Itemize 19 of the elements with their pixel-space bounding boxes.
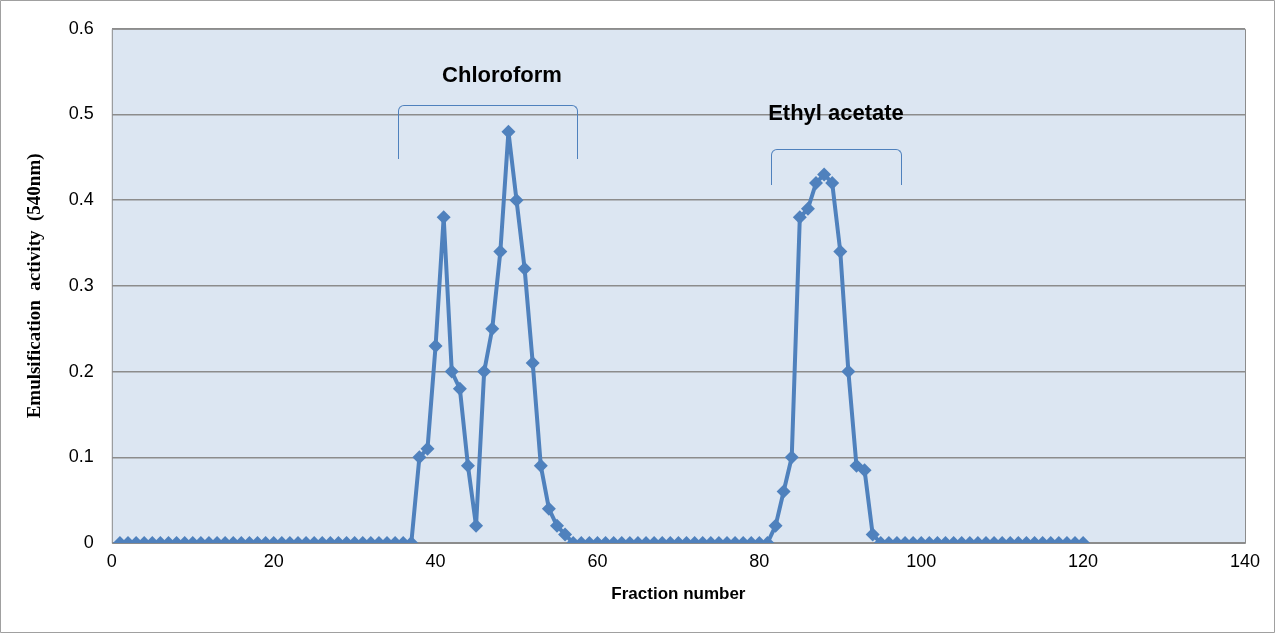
annotation: Ethyl acetate xyxy=(768,100,904,125)
y-axis-title: Emulsification activity (540nm) xyxy=(23,153,46,419)
x-tick-label: 40 xyxy=(425,550,446,571)
y-tick-label: 0 xyxy=(83,531,94,552)
x-tick-label: 120 xyxy=(1068,550,1099,571)
y-tick-label: 0.4 xyxy=(68,189,94,210)
annotation: Chloroform xyxy=(442,62,562,87)
y-tick-label: 0.6 xyxy=(68,17,94,38)
x-axis-title: Fraction number xyxy=(611,584,746,604)
y-tick-label: 0.1 xyxy=(68,446,94,467)
x-tick-label: 0 xyxy=(106,550,117,571)
y-tick-label: 0.2 xyxy=(68,360,94,381)
y-tick-label: 0.5 xyxy=(68,103,94,124)
x-tick-label: 20 xyxy=(263,550,284,571)
x-tick-label: 140 xyxy=(1229,550,1261,571)
x-tick-label: 100 xyxy=(906,550,937,571)
y-tick-label: 0.3 xyxy=(68,274,94,295)
x-tick-label: 60 xyxy=(587,550,608,571)
x-tick-label: 80 xyxy=(749,550,770,571)
